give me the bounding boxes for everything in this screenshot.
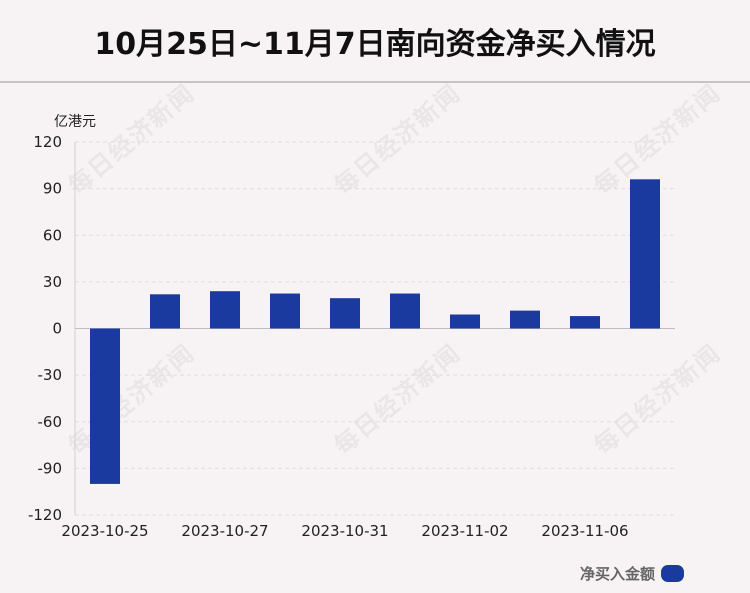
chart-title: 10月25日~11月7日南向资金净买入情况 [94,26,656,62]
bar [150,294,180,329]
bar [330,298,360,329]
bar [510,310,540,329]
x-tick-label: 2023-10-25 [61,522,148,540]
bar [210,291,240,329]
bar [450,314,480,329]
legend-label: 净买入金额 [579,565,655,583]
legend: 净买入金额 [580,563,684,584]
y-tick-label: -60 [38,413,63,431]
legend-swatch [661,565,684,582]
bar [390,293,420,329]
x-tick-labels: 2023-10-25 2023-10-27 2023-10-31 2023-11-02… [61,522,628,540]
y-tick-label: 60 [43,226,62,244]
bar [570,316,600,329]
title-divider [0,81,750,83]
y-tick-label: 120 [33,133,62,151]
x-tick-label: 2023-10-27 [181,522,268,540]
x-tick-label: 2023-10-31 [301,522,388,540]
grid-lines [75,141,675,516]
x-tick-label: 2023-11-06 [541,522,628,540]
bar [630,179,660,329]
y-tick-label: 0 [52,320,62,338]
bar [270,293,300,329]
bar [90,328,120,484]
y-unit-label: 亿港元 [54,114,96,130]
y-tick-label: -30 [38,366,63,384]
y-tick-label: 90 [43,180,62,198]
y-tick-labels: 120 90 60 30 0 -30 -60 -90 -120 [28,133,62,524]
y-tick-label: 30 [43,273,62,291]
y-tick-label: -120 [28,506,62,524]
bars [90,179,660,484]
x-tick-label: 2023-11-02 [421,522,508,540]
y-tick-label: -90 [38,459,63,477]
